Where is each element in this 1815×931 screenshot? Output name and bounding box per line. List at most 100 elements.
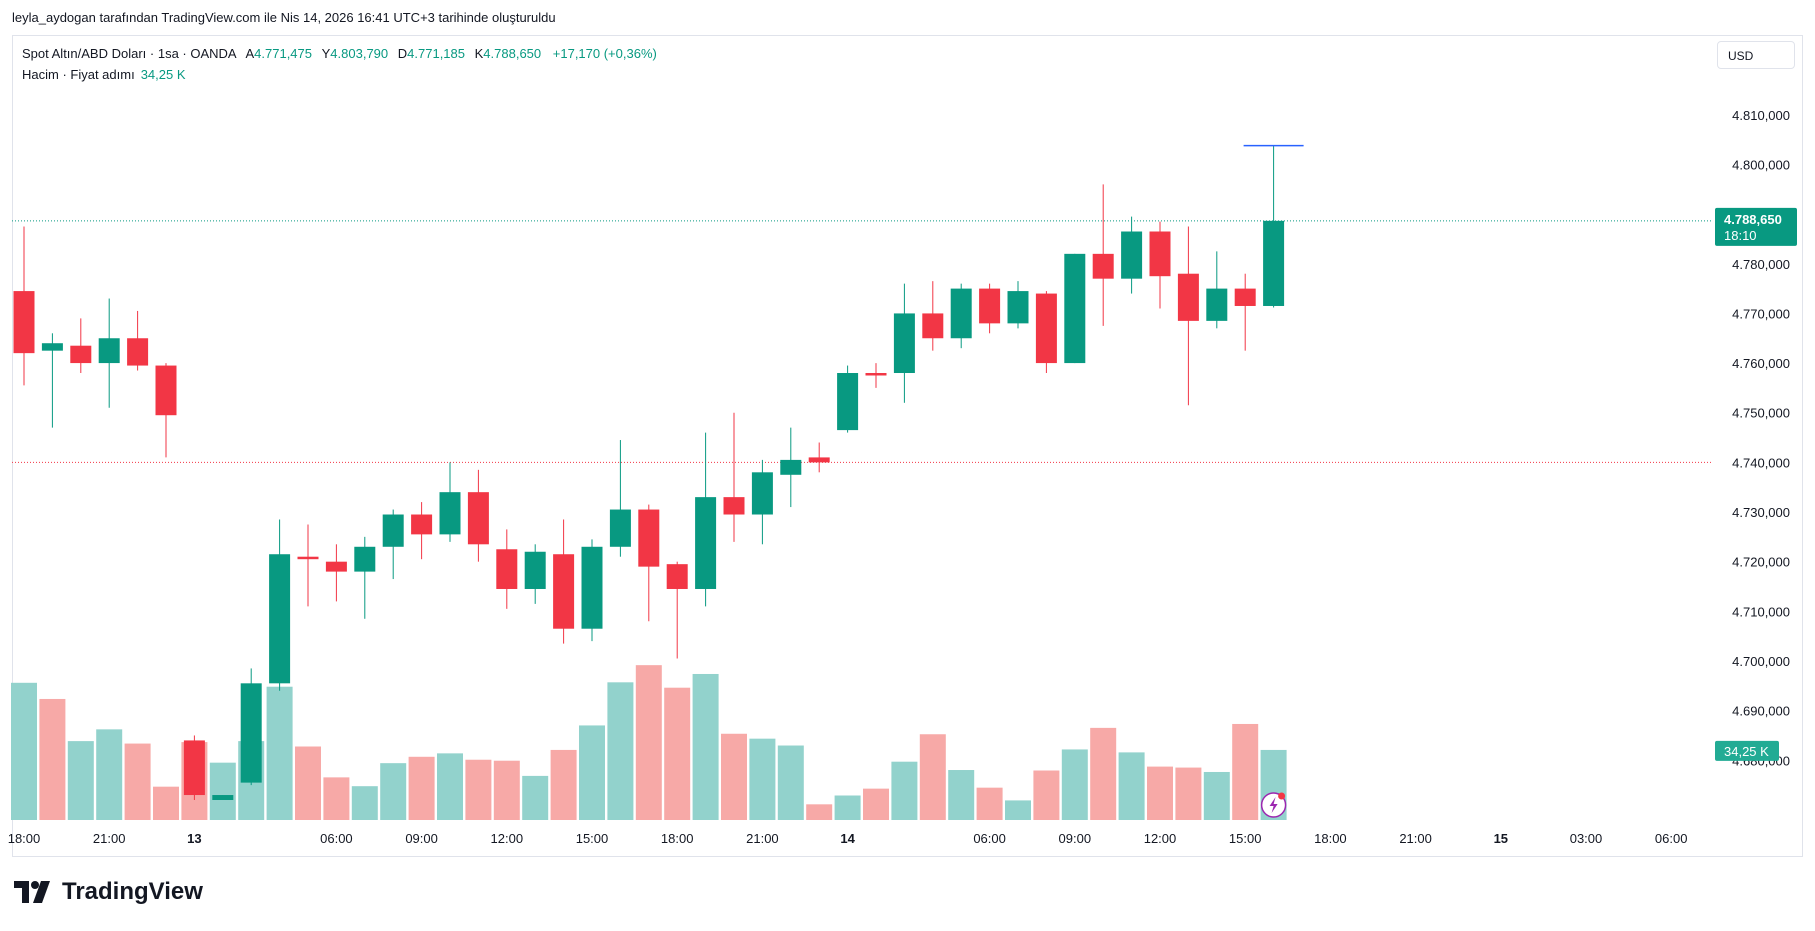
candle-body[interactable] — [1007, 291, 1029, 324]
volume-bar — [266, 686, 293, 820]
volume-bar — [1147, 766, 1173, 820]
low-label: D — [397, 46, 408, 61]
candle-body[interactable] — [212, 795, 234, 800]
symbol-title[interactable]: Spot Altın/ABD Doları · 1sa · OANDA — [22, 46, 236, 61]
candle-body[interactable] — [609, 509, 631, 547]
x-axis-tick-label: 12:00 — [491, 831, 524, 846]
y-axis-tick-label: 4.760,000 — [1732, 356, 1790, 371]
candle-body[interactable] — [695, 497, 717, 589]
candle-body[interactable] — [155, 365, 177, 416]
candle-body[interactable] — [1092, 253, 1114, 279]
candle-body[interactable] — [1035, 293, 1057, 364]
candle-body[interactable] — [1234, 288, 1256, 306]
x-axis-tick-label: 21:00 — [93, 831, 126, 846]
candle-body[interactable] — [127, 338, 149, 366]
volume-label[interactable]: Hacim · Fiyat adımı — [22, 67, 135, 82]
y-axis-tick-label: 4.750,000 — [1732, 406, 1790, 421]
candle-body[interactable] — [1121, 231, 1143, 279]
volume-tag — [1715, 740, 1779, 761]
candle-body[interactable] — [13, 291, 35, 354]
volume-bar — [550, 749, 577, 820]
volume-bar — [124, 743, 151, 820]
candle-body[interactable] — [837, 373, 859, 431]
candle-body[interactable] — [581, 546, 603, 629]
change-value: +17,170 (+0,36%) — [552, 46, 657, 61]
countdown-label: 18:10 — [1724, 228, 1757, 243]
volume-bar — [380, 763, 407, 820]
candle-body[interactable] — [638, 509, 660, 567]
candle-body[interactable] — [865, 373, 887, 376]
y-axis-tick-label: 4.710,000 — [1732, 604, 1790, 619]
candle-body[interactable] — [269, 554, 291, 684]
notification-dot-icon — [1278, 792, 1286, 800]
candle-body[interactable] — [524, 551, 546, 589]
volume-bar — [607, 682, 634, 820]
volume-bar — [777, 745, 804, 820]
y-axis-tick-label: 4.780,000 — [1732, 257, 1790, 272]
candle-body[interactable] — [950, 288, 972, 339]
y-axis-tick-label: 4.800,000 — [1732, 157, 1790, 172]
x-axis-tick-label: 06:00 — [1655, 831, 1688, 846]
candle-body[interactable] — [98, 338, 120, 364]
candle-body[interactable] — [41, 343, 63, 351]
candle-body[interactable] — [553, 554, 575, 629]
candle-body[interactable] — [1177, 273, 1199, 321]
candle-body[interactable] — [467, 492, 489, 545]
volume-bar — [1118, 752, 1145, 820]
y-axis-tick-label: 4.810,000 — [1732, 108, 1790, 123]
volume-bar — [1175, 767, 1202, 820]
candle-body[interactable] — [1064, 253, 1086, 364]
x-axis-tick-label: 03:00 — [1570, 831, 1603, 846]
volume-bar — [408, 756, 435, 820]
tradingview-logo-icon — [14, 881, 50, 903]
candle-body[interactable] — [666, 564, 688, 589]
volume-bar — [209, 762, 236, 820]
candle-body[interactable] — [1263, 220, 1285, 306]
currency-button[interactable]: USD — [1717, 41, 1795, 69]
candle-body[interactable] — [354, 546, 376, 572]
x-axis-tick-label: 09:00 — [405, 831, 438, 846]
brand-name: TradingView — [62, 878, 203, 905]
last-price-label: 4.788,650 — [1724, 212, 1782, 227]
volume-bar — [1232, 723, 1259, 820]
candle-body[interactable] — [382, 514, 404, 547]
volume-bar — [919, 734, 946, 820]
candle-body[interactable] — [922, 313, 944, 339]
candle-body[interactable] — [325, 561, 347, 572]
volume-bar — [295, 746, 321, 820]
x-axis-tick-label: 18:00 — [1314, 831, 1347, 846]
candle-body[interactable] — [240, 683, 262, 783]
candle-body[interactable] — [70, 345, 92, 364]
author-line: leyla_aydogan tarafından TradingView.com… — [12, 10, 556, 25]
volume-bar — [1203, 771, 1230, 820]
volume-bar — [522, 775, 549, 820]
x-axis-tick-label: 15 — [1494, 831, 1508, 846]
candle-body[interactable] — [893, 313, 915, 374]
candle-body[interactable] — [411, 514, 433, 535]
tradingview-logo[interactable]: TradingView — [14, 878, 203, 906]
candle-body[interactable] — [1206, 288, 1228, 321]
open-label: A — [245, 46, 255, 61]
volume-bar — [749, 738, 776, 820]
x-axis-tick-label: 15:00 — [576, 831, 609, 846]
volume-bar — [465, 759, 492, 820]
candle-body[interactable] — [751, 472, 773, 515]
candle-body[interactable] — [183, 740, 205, 796]
chart-frame — [12, 35, 1803, 857]
candle-body[interactable] — [297, 556, 319, 560]
candle-body[interactable] — [496, 549, 518, 589]
candle-body[interactable] — [1149, 231, 1171, 277]
candle-body[interactable] — [808, 457, 830, 463]
volume-bar — [635, 665, 662, 820]
x-axis-tick-label: 06:00 — [973, 831, 1006, 846]
volume-bar — [976, 787, 1003, 820]
candle-body[interactable] — [979, 288, 1001, 324]
y-axis-tick-label: 4.740,000 — [1732, 455, 1790, 470]
candle-body[interactable] — [439, 492, 461, 535]
volume-bar — [1090, 727, 1117, 820]
candle-body[interactable] — [780, 459, 802, 475]
candle-body[interactable] — [723, 497, 745, 515]
volume-bar — [579, 725, 605, 820]
volume-bar — [1033, 770, 1060, 820]
